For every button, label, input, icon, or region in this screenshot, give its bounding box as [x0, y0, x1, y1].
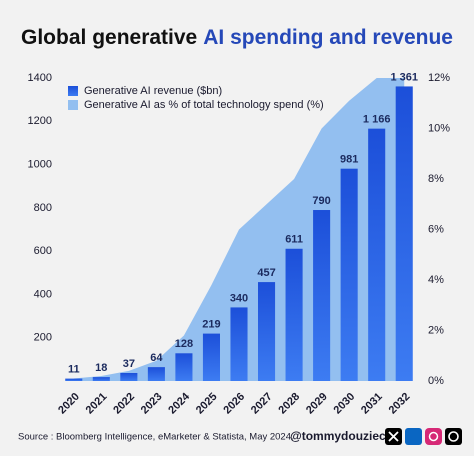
linkedin-icon[interactable]	[405, 428, 422, 445]
bar	[368, 128, 386, 381]
bar	[120, 372, 138, 381]
bar	[175, 353, 193, 381]
value-label: 37	[123, 358, 135, 370]
y2-tick-label: 2%	[428, 324, 444, 336]
legend-swatch	[68, 100, 78, 110]
y2-tick-label: 8%	[428, 173, 444, 185]
handle: @tommydouziech	[290, 429, 393, 443]
instagram-glyph	[428, 431, 439, 442]
y2-tick-label: 4%	[428, 274, 444, 286]
y2-tick-label: 12%	[428, 72, 450, 84]
bar	[202, 333, 220, 381]
value-label: 340	[230, 292, 248, 304]
y2-tick-label: 10%	[428, 122, 450, 134]
legend-swatch	[68, 86, 78, 96]
value-label: 790	[312, 195, 330, 207]
title-part: AI spending and revenue	[203, 26, 453, 49]
bar	[313, 210, 331, 381]
chart-title: Global generative AI spending and revenue	[21, 26, 453, 49]
value-label: 1 361	[390, 71, 418, 83]
source: Source : Bloomberg Intelligence, eMarket…	[18, 432, 294, 443]
bar	[285, 248, 303, 381]
y-tick-label: 400	[34, 288, 52, 300]
value-label: 64	[150, 352, 163, 364]
value-label: 1 166	[363, 114, 391, 126]
value-label: 457	[257, 267, 275, 279]
y-tick-label: 200	[34, 332, 52, 344]
bar	[230, 307, 248, 381]
title-part: Global generative	[21, 26, 197, 49]
value-label: 11	[68, 364, 80, 376]
value-label: 128	[175, 338, 193, 350]
bar	[395, 86, 413, 382]
value-label: 18	[95, 362, 107, 374]
value-label: 981	[340, 154, 358, 166]
y-tick-label: 600	[34, 245, 52, 257]
threads-icon[interactable]	[445, 428, 462, 445]
instagram-icon[interactable]	[425, 428, 442, 445]
legend-label: Generative AI revenue ($bn)	[84, 85, 222, 97]
value-label: 219	[202, 319, 220, 331]
bar	[258, 282, 276, 381]
y-tick-label: 1000	[28, 158, 52, 170]
y-tick-label: 1200	[28, 115, 52, 127]
legend-label: Generative AI as % of total technology s…	[84, 99, 324, 111]
threads-glyph	[448, 431, 459, 442]
bar	[340, 168, 358, 381]
value-label: 611	[285, 234, 303, 246]
y2-tick-label: 0%	[428, 375, 444, 387]
y-tick-label: 1400	[28, 72, 52, 84]
y-tick-label: 800	[34, 202, 52, 214]
bar	[147, 367, 165, 381]
x-icon-glyph	[388, 431, 399, 442]
bar	[92, 377, 110, 381]
y2-tick-label: 6%	[428, 223, 444, 235]
bar	[65, 378, 83, 381]
